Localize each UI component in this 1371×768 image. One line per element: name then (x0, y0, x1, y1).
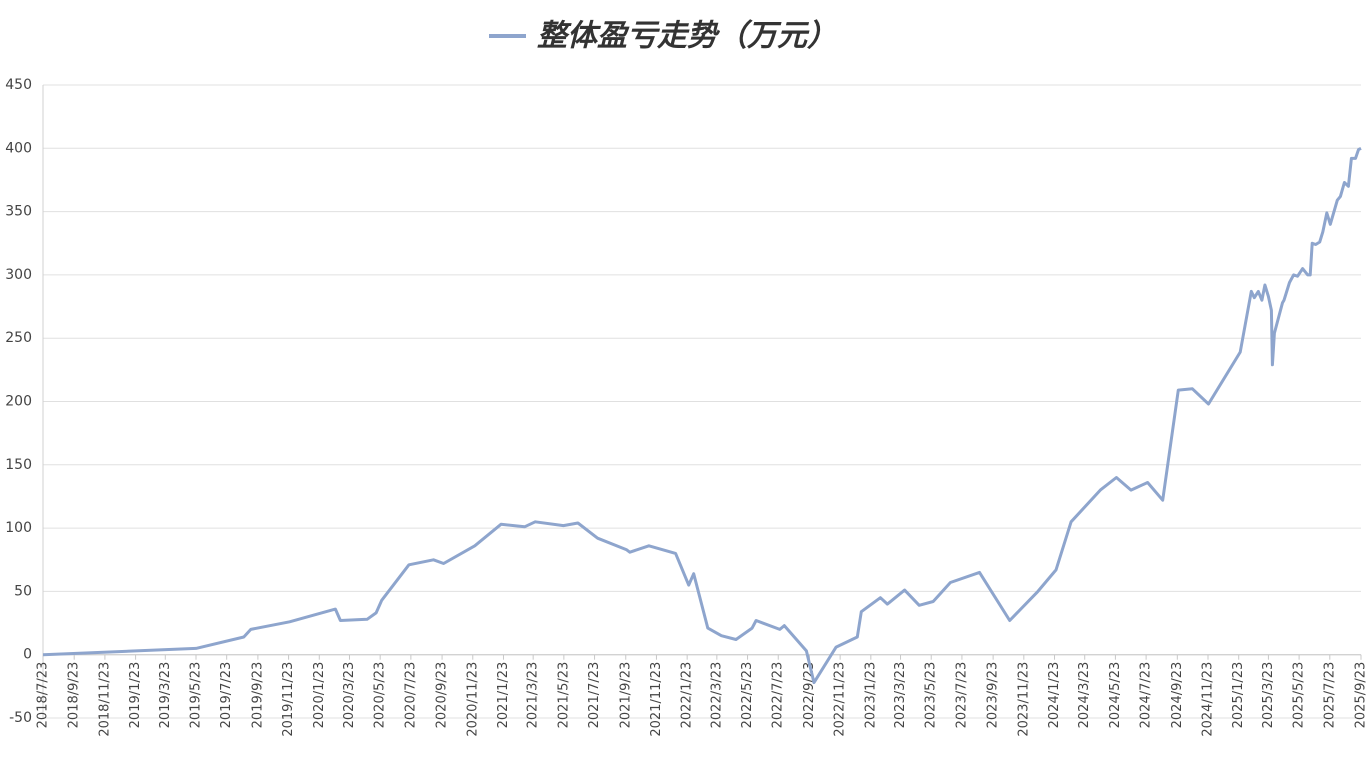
x-tick-label: 2025/5/23 (1292, 662, 1307, 729)
x-tick-label: 2025/3/23 (1261, 662, 1276, 729)
x-tick-label: 2022/11/23 (833, 662, 848, 737)
x-tick-label: 2021/5/23 (556, 662, 571, 729)
x-tick-label: 2018/7/23 (36, 662, 51, 729)
x-tick-label: 2022/3/23 (709, 662, 724, 729)
y-tick-label: 150 (5, 457, 32, 473)
x-tick-label: 2023/3/23 (893, 662, 908, 729)
legend-label: 整体盈亏走势（万元） (537, 19, 837, 54)
y-tick-label: 100 (5, 520, 32, 536)
x-tick-label: 2019/7/23 (219, 662, 234, 729)
x-tick-label: 2023/5/23 (924, 662, 939, 729)
x-tick-label: 2021/1/23 (496, 662, 511, 729)
x-tick-label: 2021/11/23 (649, 662, 664, 737)
y-tick-label: 0 (23, 647, 32, 663)
x-tick-label: 2018/11/23 (97, 662, 112, 737)
x-tick-label: 2020/11/23 (465, 662, 480, 737)
x-tick-label: 2019/11/23 (281, 662, 296, 737)
x-tick-label: 2022/5/23 (740, 662, 755, 729)
x-tick-label: 2022/7/23 (771, 662, 786, 729)
y-tick-label: 200 (5, 394, 32, 410)
x-tick-label: 2021/3/23 (526, 662, 541, 729)
x-tick-label: 2025/7/23 (1322, 662, 1337, 729)
x-tick-label: 2024/1/23 (1047, 662, 1062, 729)
x-tick-label: 2022/9/23 (802, 662, 817, 729)
x-tick-label: 2019/3/23 (158, 662, 173, 729)
x-tick-label: 2025/9/23 (1354, 662, 1369, 729)
x-tick-label: 2019/1/23 (128, 662, 143, 729)
x-tick-label: 2019/5/23 (188, 662, 203, 729)
x-tick-label: 2020/9/23 (435, 662, 450, 729)
x-tick-label: 2020/5/23 (373, 662, 388, 729)
y-tick-label: 250 (5, 330, 32, 346)
x-tick-label: 2021/9/23 (618, 662, 633, 729)
x-tick-label: 2018/9/23 (67, 662, 82, 729)
x-tick-label: 2020/3/23 (342, 662, 357, 729)
y-tick-label: 450 (5, 77, 32, 93)
x-tick-label: 2024/5/23 (1108, 662, 1123, 729)
x-tick-label: 2024/7/23 (1139, 662, 1154, 729)
x-tick-label: 2023/1/23 (863, 662, 878, 729)
y-tick-label: -50 (9, 710, 32, 726)
x-tick-label: 2022/1/23 (680, 662, 695, 729)
x-tick-label: 2020/1/23 (312, 662, 327, 729)
x-tick-label: 2021/7/23 (587, 662, 602, 729)
x-tick-label: 2020/7/23 (403, 662, 418, 729)
x-tick-label: 2019/9/23 (250, 662, 265, 729)
x-tick-label: 2023/11/23 (1016, 662, 1031, 737)
y-tick-label: 300 (5, 267, 32, 283)
x-tick-label: 2024/9/23 (1170, 662, 1185, 729)
x-tick-label: 2025/1/23 (1231, 662, 1246, 729)
y-tick-label: 400 (5, 140, 32, 156)
x-tick-label: 2023/7/23 (954, 662, 969, 729)
x-tick-label: 2024/3/23 (1077, 662, 1092, 729)
x-tick-label: 2024/11/23 (1201, 662, 1216, 737)
x-tick-label: 2023/9/23 (986, 662, 1001, 729)
line-series (42, 146, 1362, 685)
y-tick-label: 350 (5, 204, 32, 220)
y-tick-label: 50 (14, 583, 32, 599)
